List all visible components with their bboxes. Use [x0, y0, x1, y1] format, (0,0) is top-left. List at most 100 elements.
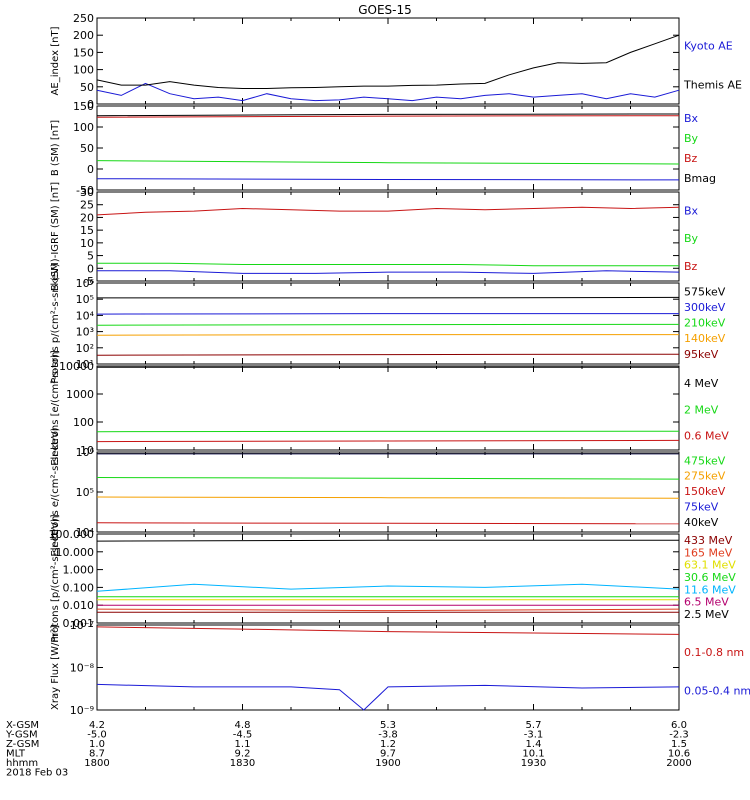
legend-entry: Bmag — [684, 172, 716, 185]
y-tick-label: -50 — [76, 184, 94, 197]
series-line — [96, 626, 680, 635]
series-line — [96, 113, 680, 117]
series-line — [96, 477, 680, 480]
chart-panel-6: 10⁴ 10⁵ 10⁶ Electrons e/(cm²-s-sr-keV) 475ke… — [50, 427, 726, 556]
orbit-row-label: X-GSM — [6, 720, 39, 731]
y-axis-label: AE_index [nT] — [50, 26, 61, 95]
panel-frame — [96, 365, 680, 451]
legend-entry: Bx — [684, 204, 699, 217]
y-tick-label: 25 — [80, 199, 94, 212]
legend-entry: 300keV — [684, 301, 726, 314]
y-tick-label: 0.100 — [63, 581, 95, 594]
y-tick-label: 150 — [73, 46, 94, 59]
y-tick-label: 50 — [80, 142, 94, 155]
y-axis-label: Xray Flux [W/m²] — [50, 625, 61, 710]
series-line — [96, 539, 679, 542]
orbit-cell: 9.7 — [380, 749, 396, 760]
panel-frame — [96, 451, 680, 533]
y-axis-label: B (SM)-IGRF (SM) [nT] — [50, 182, 61, 291]
orbit-row-label: 2018 Feb 03 — [6, 768, 68, 779]
y-tick-label: 100.000 — [49, 528, 95, 541]
legend-entry: Themis AE — [683, 78, 742, 91]
chart-panel-1: 0 50 100 150 200 250 AE_index [nT] Kyoto AE Them… — [50, 12, 742, 111]
orbit-cell: 2000 — [666, 758, 691, 769]
series-line — [97, 296, 680, 299]
y-tick-label: 10⁻⁹ — [70, 704, 94, 717]
legend-entry: 165 MeV — [684, 546, 733, 559]
orbit-cell: 1.0 — [89, 739, 105, 750]
y-tick-label: 15 — [80, 224, 94, 237]
legend-entry: 140keV — [684, 332, 726, 345]
chart-panel-7: 0.001 0.010 0.100 1.000 10.000 100.000Protons… — [49, 514, 737, 642]
legend-entry: 210keV — [684, 317, 726, 330]
legend-entry: 40keV — [684, 516, 719, 529]
legend-entry: 0.6 MeV — [684, 430, 729, 443]
series-line — [96, 683, 680, 711]
panel-frame — [96, 105, 680, 191]
series-line — [96, 439, 680, 443]
legend-entry: 75keV — [684, 500, 719, 513]
series-line — [96, 522, 680, 525]
series-line — [96, 583, 680, 592]
legend-entry: Bz — [684, 152, 698, 165]
series-line — [96, 82, 680, 102]
y-tick-label: 10⁻⁸ — [70, 662, 95, 675]
legend-entry: 433 MeV — [684, 534, 733, 547]
legend-entry: 63.1 MeV — [684, 559, 736, 572]
legend-entry: 4 MeV — [684, 377, 719, 390]
legend-entry: Bx — [684, 112, 699, 125]
y-tick-label: 150 — [73, 100, 94, 113]
y-tick-label: 0 — [87, 163, 94, 176]
orbit-cell: 5.7 — [526, 720, 542, 731]
series-line — [96, 334, 679, 336]
series-line — [96, 430, 680, 433]
orbit-cell: 1.5 — [671, 739, 687, 750]
y-tick-label: 10¹ — [76, 358, 94, 371]
legend-entry: 0.05-0.4 nm — [684, 685, 750, 698]
legend-entry: 95keV — [684, 348, 719, 361]
page-title: GOES-15 — [358, 3, 412, 17]
orbit-cell: 1.1 — [235, 739, 251, 750]
series-line — [96, 34, 680, 89]
series-line — [96, 313, 679, 315]
series-line — [96, 178, 680, 181]
y-tick-label: 20 — [80, 211, 94, 224]
orbit-row-label: Y-GSM — [5, 730, 38, 741]
y-tick-label: 0.010 — [63, 599, 95, 612]
series-line — [96, 608, 680, 612]
orbit-row-label: MLT — [6, 749, 26, 760]
legend-entry: 2.5 MeV — [684, 608, 729, 621]
y-tick-label: 10⁶ — [76, 277, 95, 290]
panel-frame — [96, 191, 680, 282]
legend-entry: Bz — [684, 260, 698, 273]
y-tick-label: 5 — [87, 250, 94, 263]
orbit-row-label: Z-GSM — [6, 739, 39, 750]
legend-entry: By — [684, 132, 699, 145]
legend-entry: 2 MeV — [684, 403, 719, 416]
legend-entry: 150keV — [684, 485, 726, 498]
y-tick-label: 10⁴ — [76, 309, 95, 322]
orbit-cell: 1.2 — [380, 739, 396, 750]
y-axis-label: Electrons [e/(cm²-s-sr)] — [50, 350, 61, 466]
y-tick-label: 10⁻⁷ — [70, 619, 94, 632]
y-tick-label: 1000 — [66, 388, 94, 401]
orbit-cell: 6.0 — [671, 720, 687, 731]
y-tick-label: 10⁵ — [76, 486, 94, 499]
chart-panel-2: -50 0 50 100 150 B (SM) [nT] Bx By Bz Bmag — [50, 100, 716, 197]
orbit-cell: 4.2 — [89, 720, 105, 731]
orbit-cell: 1930 — [521, 758, 546, 769]
series-line — [97, 262, 679, 267]
orbit-cell: 1900 — [375, 758, 400, 769]
chart-panel-4: 10¹ 10² 10³ 10⁴ 10⁵ 10⁶ Protons p/(cm²-s-sr-ke… — [50, 263, 726, 384]
orbit-cell: -4.5 — [233, 730, 253, 741]
orbit-cell: 10.6 — [668, 749, 690, 760]
legend-entry: Kyoto AE — [684, 39, 733, 52]
orbit-cell: 5.3 — [380, 720, 396, 731]
orbit-cell: -5.0 — [87, 730, 107, 741]
y-tick-label: 10 — [80, 444, 94, 457]
orbit-cell: 1830 — [230, 758, 255, 769]
